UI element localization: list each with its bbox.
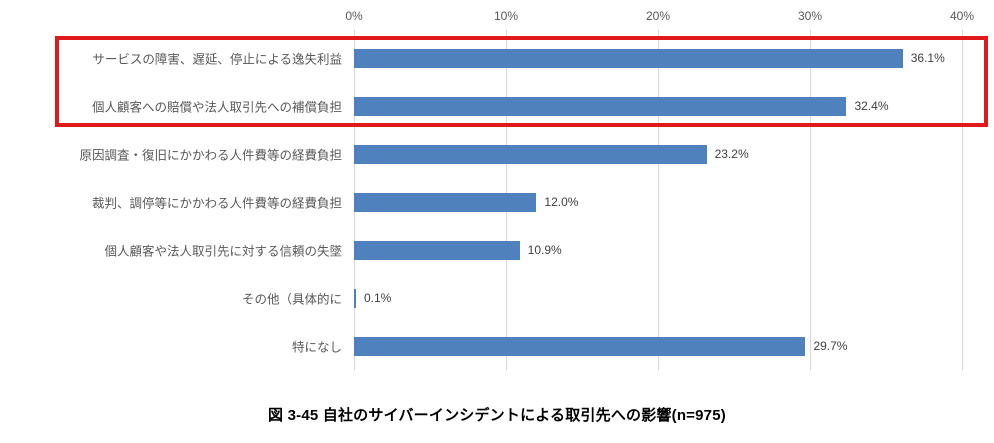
bar	[354, 144, 707, 164]
x-tick-label: 30%	[797, 9, 823, 23]
figure-caption: 図 3-45 自社のサイバーインシデントによる取引先への影響(n=975)	[268, 407, 726, 424]
x-axis-ticks: 0% 10% 20% 30% 40%	[345, 6, 974, 26]
bar	[354, 192, 537, 212]
x-tick-label: 20%	[645, 9, 671, 23]
category-label: 特になし	[291, 340, 342, 355]
category-label: 裁判、調停等にかかわる人件費等の経費負担	[91, 196, 342, 211]
value-label: 36.1%	[910, 51, 945, 65]
value-label: 32.4%	[854, 99, 889, 113]
x-tick-label: 40%	[949, 9, 975, 23]
category-label: 原因調査・復旧にかかわる人件費等の経費負担	[79, 148, 342, 163]
category-axis: サービスの障害、遅延、停止による逸失利益 個人顧客への賠償や法人取引先への補償負担…	[0, 34, 348, 370]
category-label: 個人顧客への賠償や法人取引先への補償負担	[91, 100, 342, 115]
value-label: 12.0%	[544, 195, 579, 209]
bar	[354, 336, 806, 356]
gridline	[658, 30, 659, 370]
category-label: 個人顧客や法人取引先に対する信頼の失墜	[104, 244, 342, 259]
category-label: サービスの障害、遅延、停止による逸失利益	[92, 52, 342, 67]
value-label: 29.7%	[813, 339, 848, 353]
bar	[354, 96, 847, 116]
category-label: その他（具体的に	[241, 292, 342, 307]
bar	[354, 48, 903, 68]
x-tick-label: 0%	[345, 9, 363, 23]
bar	[354, 240, 520, 260]
value-label: 10.9%	[527, 243, 562, 257]
gridline	[810, 30, 811, 370]
value-label: 23.2%	[714, 147, 749, 161]
gridline	[962, 30, 963, 370]
plot-area: 36.1% 32.4% 23.2% 12.0% 10.9% 0.1% 29.7%	[354, 30, 963, 370]
bar	[354, 288, 356, 308]
x-tick-label: 10%	[493, 9, 519, 23]
value-label: 0.1%	[364, 291, 392, 305]
